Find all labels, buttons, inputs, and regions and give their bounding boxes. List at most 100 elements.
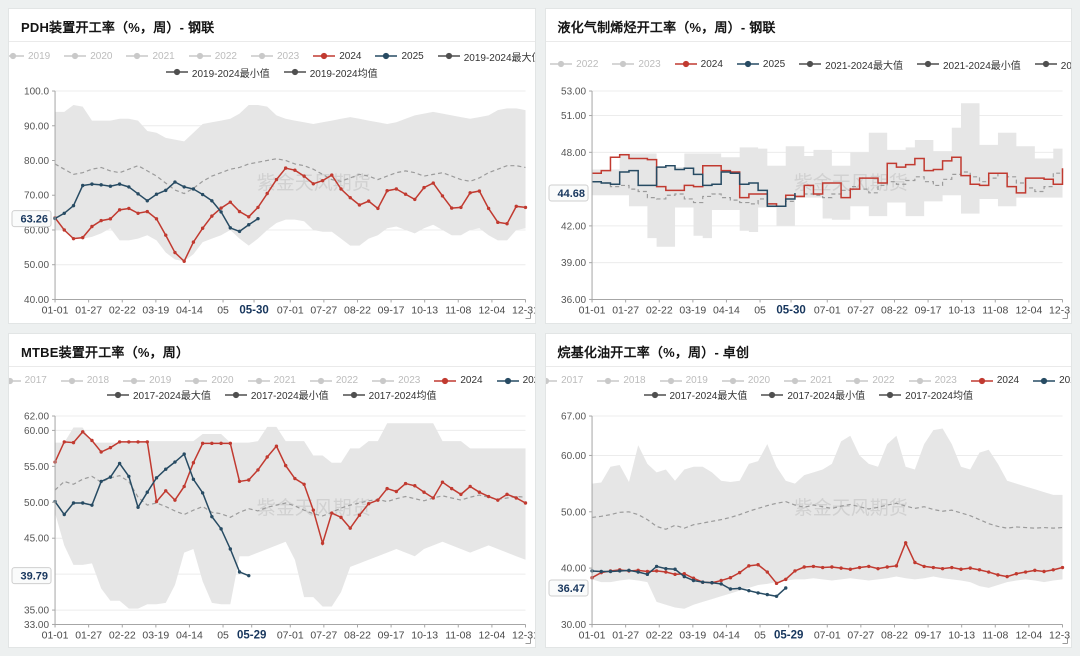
marker-dot-2024 <box>210 214 214 218</box>
legend-item-2017-2024最大值[interactable]: 2017-2024最大值 <box>107 387 211 402</box>
y-highlight-label: 44.68 <box>557 188 585 200</box>
legend-label: 2017-2024均值 <box>368 391 437 402</box>
marker-dot-2025 <box>182 185 186 189</box>
x-tick-label-highlight: 05-29 <box>237 629 266 641</box>
legend-marker-icon <box>908 377 931 384</box>
marker-dot-2024 <box>210 441 214 445</box>
x-tick-label: 12-31 <box>1049 629 1071 641</box>
marker-dot-2025 <box>127 185 131 189</box>
legend-item-2019[interactable]: 2019 <box>659 375 708 386</box>
line-2025 <box>591 565 786 597</box>
legend-item-2021[interactable]: 2021 <box>784 375 832 386</box>
legend-marker-icon <box>342 391 365 398</box>
legend-item-2019[interactable]: 2019 <box>8 51 50 62</box>
marker-dot-2024 <box>357 203 362 207</box>
legend-marker-icon <box>496 377 519 384</box>
marker-dot-2024 <box>293 168 297 172</box>
legend-label: 2017 <box>561 375 584 386</box>
legend-marker-icon <box>970 377 993 384</box>
legend-item-2018[interactable]: 2018 <box>60 375 109 386</box>
legend-item-2019-2024均值[interactable]: 2019-2024均值 <box>283 65 378 80</box>
legend-item-2017-2024最大值[interactable]: 2017-2024最大值 <box>643 387 747 402</box>
legend-item-2020[interactable]: 2020 <box>721 375 770 386</box>
legend-item-2025[interactable]: 2025 <box>375 51 424 62</box>
marker-dot-2024 <box>468 191 472 195</box>
marker-dot-2024 <box>422 185 426 190</box>
legend-item-2024[interactable]: 2024 <box>434 375 483 386</box>
y-highlight-box <box>11 566 52 584</box>
legend-item-2018[interactable]: 2018 <box>597 375 646 386</box>
marker-dot-2024 <box>237 479 242 483</box>
resize-handle[interactable] <box>1061 637 1068 644</box>
legend-item-2023[interactable]: 2023 <box>612 58 661 70</box>
legend-item-2024[interactable]: 2024 <box>970 375 1019 386</box>
legend-item-2021-2024最大值[interactable]: 2021-2024最大值 <box>799 57 903 72</box>
legend-item-2021[interactable]: 2021 <box>247 375 296 386</box>
y-tick-label: 51.00 <box>561 111 586 122</box>
marker-dot-2025 <box>774 594 778 598</box>
legend-marker-icon <box>736 60 759 68</box>
legend-marker-icon <box>597 377 620 384</box>
marker-dot-2024 <box>746 563 751 568</box>
legend-item-2020[interactable]: 2020 <box>64 51 112 62</box>
marker-dot-2025 <box>247 223 251 227</box>
legend-item-2022[interactable]: 2022 <box>846 375 895 386</box>
legend-item-2023[interactable]: 2023 <box>372 375 420 386</box>
marker-dot-2024 <box>71 236 76 241</box>
line-2024 <box>591 540 1063 584</box>
legend-item-2021[interactable]: 2021 <box>126 51 175 62</box>
legend-item-2023[interactable]: 2023 <box>908 375 957 386</box>
legend-item-2019[interactable]: 2019 <box>123 375 171 386</box>
legend-label: 2023 <box>638 58 661 70</box>
x-tick-label-highlight: 05-29 <box>773 629 802 641</box>
legend-item-2022[interactable]: 2022 <box>188 51 237 62</box>
legend-item-2025[interactable]: 2025 <box>496 375 535 386</box>
marker-dot-2024 <box>422 490 426 494</box>
resize-handle[interactable] <box>525 637 531 644</box>
marker-dot-2025 <box>145 199 149 203</box>
legend-item-2017[interactable]: 2017 <box>545 375 584 386</box>
legend-item-2022[interactable]: 2022 <box>550 59 598 70</box>
resize-handle[interactable] <box>525 313 531 319</box>
legend-label: 2025 <box>1059 375 1071 386</box>
marker-dot-2024 <box>802 564 806 569</box>
marker-dot-2024 <box>339 187 343 191</box>
legend-marker-icon <box>8 52 24 60</box>
marker-dot-2024 <box>182 484 186 488</box>
legend-item-2025[interactable]: 2025 <box>736 59 785 70</box>
legend-item-2023[interactable]: 2023 <box>250 51 299 62</box>
marker-dot-2025 <box>210 514 214 518</box>
legend-item-2017[interactable]: 2017 <box>8 375 47 386</box>
resize-handle[interactable] <box>1061 313 1068 319</box>
legend-item-2017-2024最小值[interactable]: 2017-2024最小值 <box>224 387 329 402</box>
line-2024 <box>54 430 526 546</box>
legend-item-2019-2024最大值[interactable]: 2019-2024最大值 <box>437 49 535 64</box>
y-tick-label: 48.00 <box>561 148 586 159</box>
chart-plot: 紫金天风期货 53.00 51.00 48.00 42.00 39.00 36.00 44.6… <box>546 82 1071 323</box>
y-tick-label: 42.00 <box>561 221 586 232</box>
marker-dot-2024 <box>311 182 316 186</box>
legend-label: 2021 <box>273 375 296 386</box>
legend-item-2019-2024最小值[interactable]: 2019-2024最小值 <box>165 65 270 80</box>
marker-dot-2024 <box>977 567 981 572</box>
marker-dot-2024 <box>219 441 223 445</box>
legend-marker-icon <box>761 391 784 398</box>
legend-item-2021-2024最小值[interactable]: 2021-2024最小值 <box>916 57 1021 72</box>
marker-dot-2024 <box>654 568 658 573</box>
marker-dot-2024 <box>848 567 852 571</box>
legend-item-2020[interactable]: 2020 <box>185 375 234 386</box>
x-tick-label: 11-08 <box>982 304 1008 316</box>
legend-item-2025[interactable]: 2025 <box>1033 375 1071 386</box>
x-tick-label: 01-27 <box>75 304 102 316</box>
legend-item-2022[interactable]: 2022 <box>309 375 358 386</box>
legend-item-2021-2024均值[interactable]: 2021-2024均值 <box>1034 57 1071 72</box>
marker-dot-2025 <box>228 546 233 551</box>
legend-item-2017-2024均值[interactable]: 2017-2024均值 <box>342 387 437 402</box>
legend-item-2024[interactable]: 2024 <box>313 51 361 62</box>
chart-plot: 紫金天风期货 67.00 60.00 50.00 40.00 30.00 36.47 01-0… <box>546 407 1071 648</box>
legend-item-2017-2024均值[interactable]: 2017-2024均值 <box>879 387 973 402</box>
marker-dot-2024 <box>811 564 815 568</box>
legend-item-2017-2024最小值[interactable]: 2017-2024最小值 <box>761 387 865 402</box>
marker-dot-2024 <box>903 540 907 544</box>
legend-item-2024[interactable]: 2024 <box>674 59 723 70</box>
